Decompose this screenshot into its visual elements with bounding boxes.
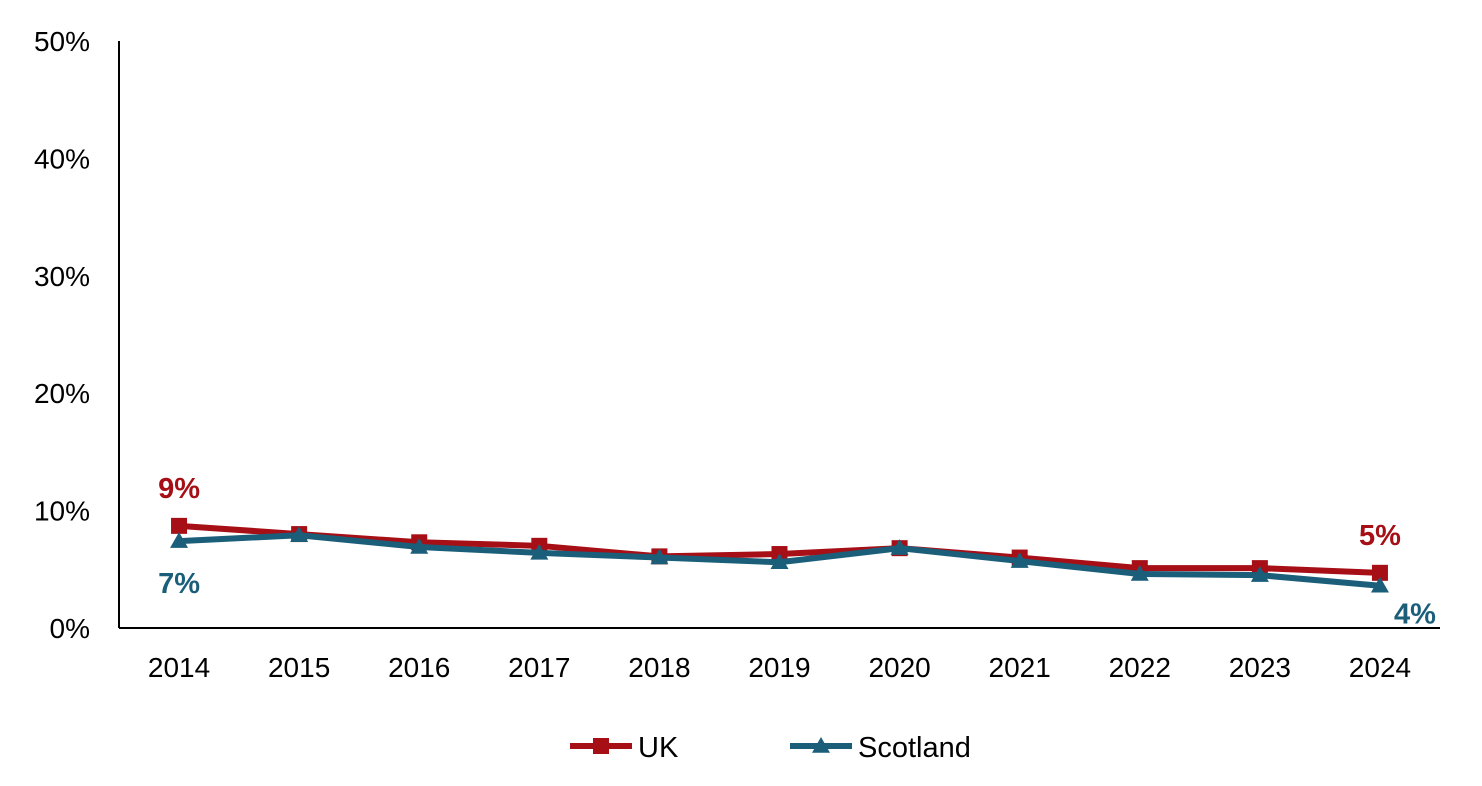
series-layer <box>170 517 1389 593</box>
x-tick-label: 2019 <box>748 652 810 683</box>
data-point-marker <box>1371 564 1388 581</box>
x-tick-label: 2016 <box>388 652 450 683</box>
data-labels: 9% 5% 7% 4% <box>158 473 1436 631</box>
x-tick-label: 2023 <box>1229 652 1291 683</box>
legend-item-uk: UK <box>570 732 679 764</box>
y-tick-label: 30% <box>34 261 90 292</box>
x-tick-label: 2014 <box>148 652 210 683</box>
series-scotland <box>170 526 1389 593</box>
data-point-marker <box>1130 564 1149 581</box>
data-point-marker <box>770 553 789 570</box>
y-tick-label: 50% <box>34 26 90 57</box>
x-tick-label: 2018 <box>628 652 690 683</box>
data-point-marker <box>530 543 549 560</box>
legend-marker <box>593 738 609 754</box>
legend-marker <box>812 737 830 753</box>
data-point-marker <box>410 537 429 554</box>
data-point-marker <box>1250 566 1269 582</box>
y-tick-label: 10% <box>34 496 90 527</box>
legend-label: Scotland <box>858 732 971 764</box>
data-label: 4% <box>1394 599 1436 631</box>
x-tick-label: 2024 <box>1349 652 1411 683</box>
series-uk <box>171 517 1388 581</box>
x-axis-ticks: 2014 2015 2016 2017 2018 2019 2020 2021 2022 2023… <box>148 652 1411 683</box>
legend-label: UK <box>638 732 679 764</box>
data-label: 5% <box>1359 520 1401 552</box>
y-tick-label: 20% <box>34 378 90 409</box>
x-tick-label: 2020 <box>868 652 930 683</box>
legend: UK Scotland <box>570 732 971 764</box>
y-tick-label: 40% <box>34 143 90 174</box>
data-point-marker <box>650 548 669 565</box>
data-point-marker <box>1010 552 1029 568</box>
data-point-marker <box>890 539 909 555</box>
x-tick-label: 2017 <box>508 652 570 683</box>
y-tick-label: 0% <box>50 613 90 644</box>
legend-item-scotland: Scotland <box>790 732 971 764</box>
data-label: 9% <box>158 473 200 505</box>
x-tick-label: 2021 <box>989 652 1051 683</box>
data-point-marker <box>171 517 188 534</box>
data-point-marker <box>1370 576 1389 593</box>
data-point-marker <box>290 526 309 543</box>
data-label: 7% <box>158 568 200 600</box>
y-axis-ticks: 0% 10% 20% 30% 40% 50% <box>34 26 90 644</box>
x-tick-label: 2022 <box>1109 652 1171 683</box>
x-tick-label: 2015 <box>268 652 330 683</box>
data-point-marker <box>170 532 189 548</box>
